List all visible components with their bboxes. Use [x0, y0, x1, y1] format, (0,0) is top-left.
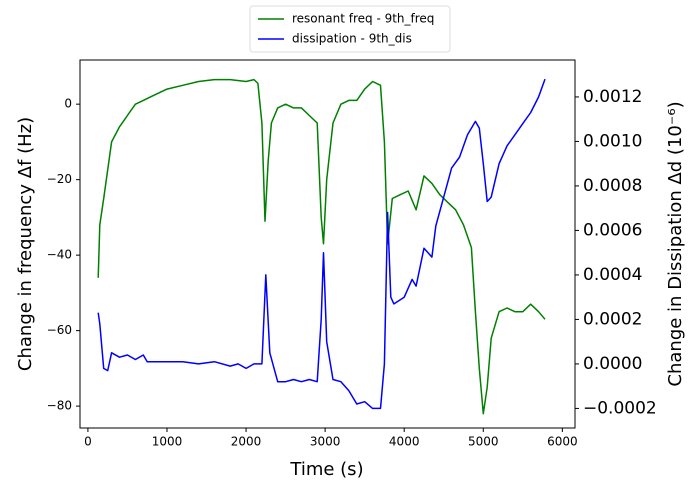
- y2-tick-label: 0.0012: [583, 87, 642, 107]
- legend-box: [249, 5, 451, 53]
- series-line: [97, 78, 546, 410]
- x-tick-label: 3000: [310, 435, 341, 449]
- y2-tick-label: 0.0002: [583, 309, 642, 329]
- x-axis-label: Time (s): [289, 459, 363, 480]
- y2-tick-label: 0.0004: [583, 265, 642, 285]
- y2-tick-label: −0.0002: [583, 398, 657, 418]
- x-tick-label: 1000: [152, 435, 183, 449]
- legend-label: resonant freq - 9th_freq: [292, 12, 434, 26]
- y2-axis-label: Change in Dissipation Δd (10⁻⁶): [665, 101, 686, 386]
- x-tick-label: 2000: [231, 435, 262, 449]
- y-tick-label: 0: [64, 97, 72, 111]
- x-tick-label: 0: [84, 435, 92, 449]
- y2-tick-label: 0.0000: [583, 354, 642, 374]
- y-axis-label: Change in frequency Δf (Hz): [15, 117, 36, 371]
- x-tick-label: 6000: [547, 435, 578, 449]
- y2-tick-label: 0.0010: [583, 131, 642, 151]
- x-tick-label: 5000: [468, 435, 499, 449]
- legend-label: dissipation - 9th_dis: [292, 32, 412, 46]
- series-line: [97, 78, 546, 415]
- y-tick-label: −20: [47, 172, 72, 186]
- x-tick-label: 4000: [389, 435, 420, 449]
- y-tick-label: −80: [47, 399, 72, 413]
- y-tick-label: −40: [47, 248, 72, 262]
- y-tick-label: −60: [47, 323, 72, 337]
- y2-tick-label: 0.0008: [583, 176, 642, 196]
- plot-frame: [79, 59, 576, 429]
- y2-tick-label: 0.0006: [583, 220, 642, 240]
